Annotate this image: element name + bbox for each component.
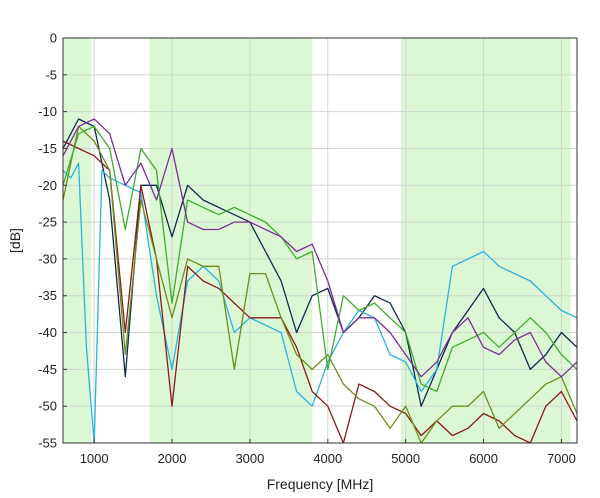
plot-frame — [62, 37, 578, 444]
y-axis-label: [dB] — [7, 228, 23, 253]
x-tick-label: 1000 — [80, 451, 109, 466]
x-tick-label: 3000 — [235, 451, 264, 466]
y-tick-label: 0 — [50, 31, 57, 46]
shaded-band-2 — [400, 38, 571, 443]
shaded-band-1 — [149, 38, 313, 443]
x-tick-label: 5000 — [391, 451, 420, 466]
y-tick-label: -45 — [38, 362, 57, 377]
series-line-2 — [63, 140, 577, 443]
y-tick-label: -55 — [38, 436, 57, 451]
y-tick-label: -50 — [38, 399, 57, 414]
y-tick-label: -35 — [38, 288, 57, 303]
shaded-bands — [63, 38, 577, 443]
y-tick-label: -40 — [38, 325, 57, 340]
series-line-5 — [63, 118, 577, 378]
series-line-0 — [63, 118, 577, 407]
y-tick-label: -15 — [38, 141, 57, 156]
x-tick-label: 2000 — [158, 451, 187, 466]
series-layer — [63, 118, 577, 443]
x-axis-label: Frequency [MHz] — [267, 476, 374, 492]
y-tick-label: -30 — [38, 251, 57, 266]
y-tick-label: -5 — [45, 67, 57, 82]
series-line-3 — [63, 125, 577, 443]
x-tick-label: 7000 — [547, 451, 576, 466]
y-tick-label: -10 — [38, 104, 57, 119]
shaded-band-0 — [63, 38, 92, 443]
x-tick-label: 4000 — [313, 451, 342, 466]
y-tick-label: -25 — [38, 215, 57, 230]
y-tick-label: -20 — [38, 178, 57, 193]
tick-labels: 1000 2000 3000 4000 5000 6000 7000 0 -5 -10 -15 -20… — [38, 31, 576, 467]
x-tick-label: 6000 — [469, 451, 498, 466]
series-line-4 — [63, 125, 577, 393]
